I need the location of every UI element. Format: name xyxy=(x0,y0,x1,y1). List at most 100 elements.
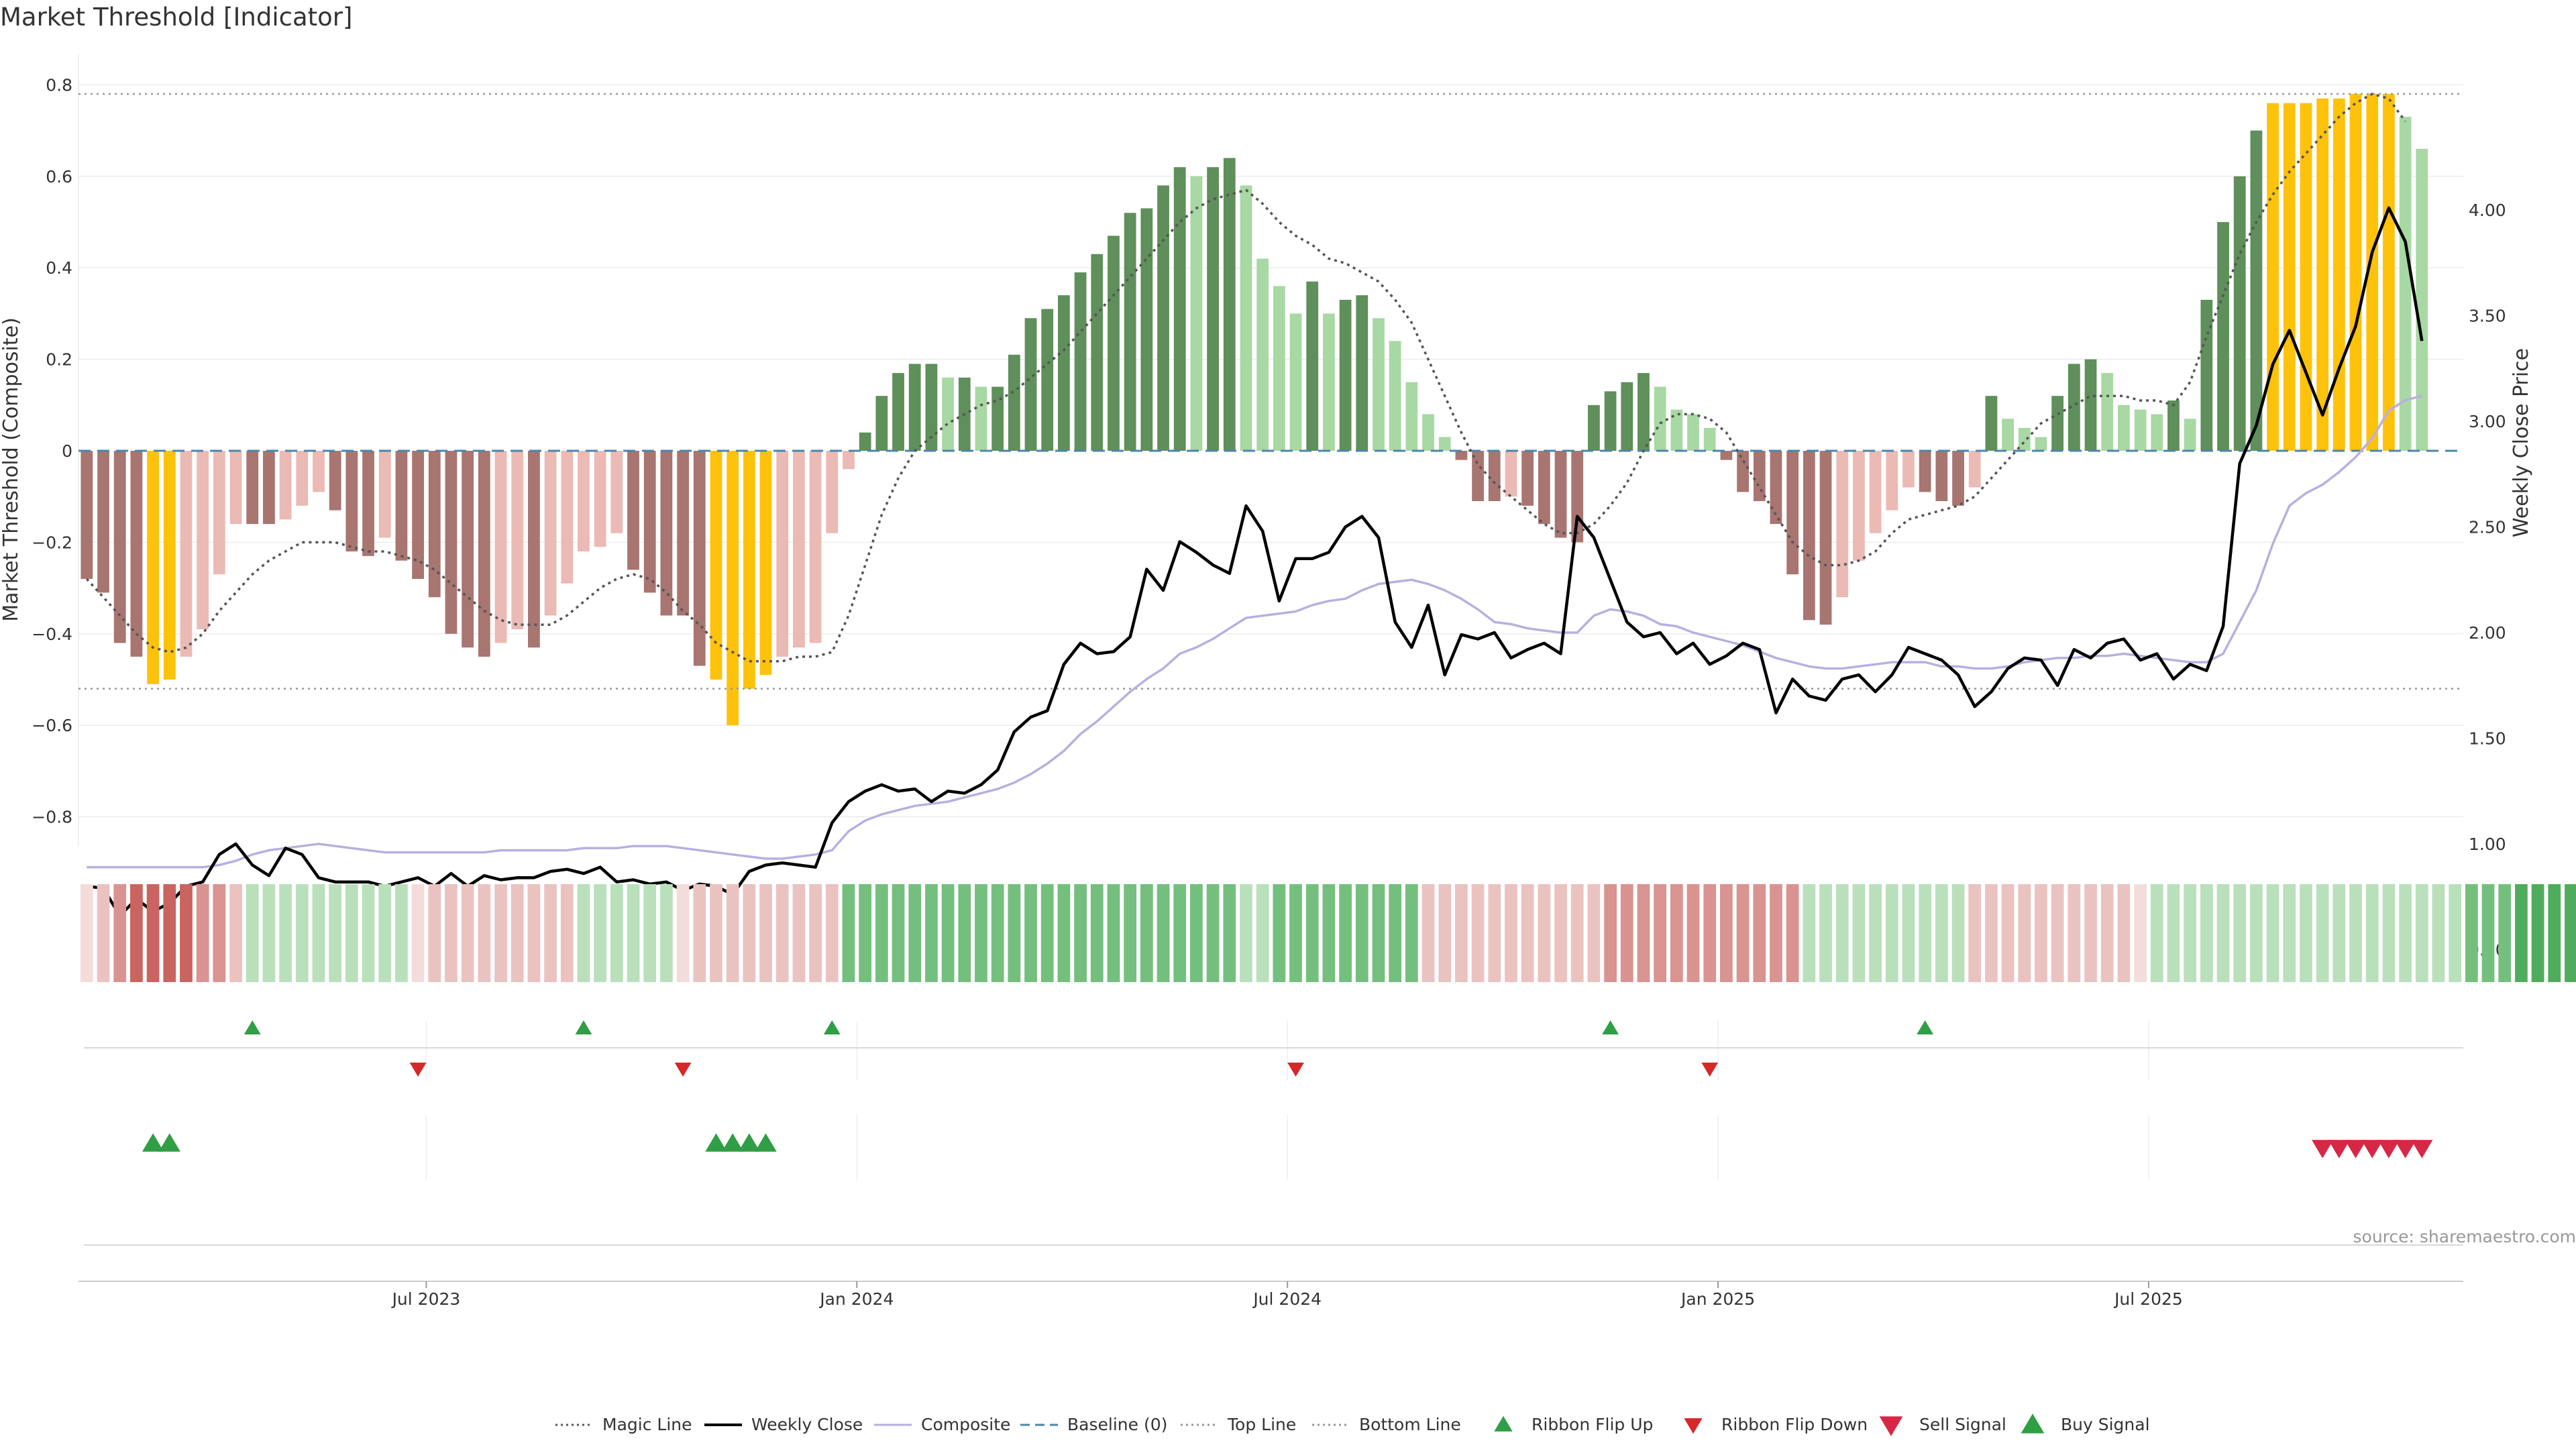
composite-bar xyxy=(908,364,921,451)
sell-signal-marker xyxy=(2411,1140,2433,1159)
ribbon-cell xyxy=(1985,884,1998,982)
ribbon-cell xyxy=(2565,884,2576,982)
ribbon-flip-down-marker xyxy=(1287,1063,1304,1077)
ribbon-cell xyxy=(2349,884,2362,982)
composite-bar xyxy=(2399,117,2412,451)
composite-bar xyxy=(1720,451,1733,460)
composite-bar xyxy=(975,386,987,451)
composite-bar xyxy=(97,451,109,593)
ribbon-cell xyxy=(362,884,375,982)
composite-bar xyxy=(2366,94,2379,451)
ribbon-cell xyxy=(1024,884,1037,982)
composite-bar xyxy=(2101,373,2114,451)
composite-bar xyxy=(1256,258,1269,451)
ribbon-cell xyxy=(1786,884,1799,982)
composite-bar xyxy=(2267,103,2279,451)
ribbon-cell xyxy=(1770,884,1782,982)
ribbon-cell xyxy=(1753,884,1766,982)
composite-bar xyxy=(544,451,557,616)
legend-item: Bottom Line xyxy=(1312,1415,1461,1434)
composite-bar xyxy=(378,451,391,538)
legend-item: Ribbon Flip Down xyxy=(1684,1415,1868,1434)
legend-label: Ribbon Flip Up xyxy=(1532,1415,1653,1434)
ribbon-cell xyxy=(1620,884,1633,982)
composite-bar xyxy=(80,451,93,579)
right-tick-label: 2.00 xyxy=(2469,623,2506,643)
ribbon-cell xyxy=(1057,884,1071,982)
right-tick-label: 3.50 xyxy=(2469,307,2506,326)
composite-bar xyxy=(1703,427,1716,451)
ribbon-cell xyxy=(1124,884,1137,982)
ribbon-flip-up-marker xyxy=(575,1020,592,1034)
composite-line xyxy=(87,394,2422,869)
composite-bar xyxy=(610,451,623,533)
composite-bar xyxy=(494,451,507,643)
ribbon-cell xyxy=(1040,884,1054,982)
composite-bar xyxy=(1770,451,1782,525)
legend-item: Baseline (0) xyxy=(1020,1415,1167,1434)
ribbon-cell xyxy=(2481,884,2495,982)
ribbon-cell xyxy=(1935,884,1948,982)
ribbon-cell xyxy=(1869,884,1882,982)
composite-bar xyxy=(2051,396,2064,451)
ribbon-cell xyxy=(80,884,93,982)
right-axis-label: Weekly Close Price xyxy=(2510,348,2533,537)
composite-bar xyxy=(1488,451,1501,502)
ribbon-cell xyxy=(2200,884,2213,982)
ribbon-cell xyxy=(1322,884,1336,982)
composite-bar xyxy=(2035,437,2047,451)
ribbon-cell xyxy=(660,884,673,982)
composite-bar xyxy=(2300,103,2312,451)
ribbon-cell xyxy=(544,884,557,982)
ribbon-cell xyxy=(2216,884,2230,982)
signal-panels xyxy=(84,1020,2463,1246)
ribbon-cell xyxy=(1438,884,1452,982)
ribbon-cell xyxy=(1736,884,1750,982)
composite-bar xyxy=(809,451,822,643)
left-tick-label: 0.2 xyxy=(46,350,72,370)
composite-bar xyxy=(2134,409,2147,451)
ribbon-cell xyxy=(2233,884,2247,982)
ribbon-cell xyxy=(859,884,872,982)
ribbon-cell xyxy=(1421,884,1435,982)
legend-item: Buy Signal xyxy=(2021,1413,2150,1434)
legend-swatch xyxy=(1684,1418,1703,1434)
ribbon-cell xyxy=(1190,884,1203,982)
ribbon-cell xyxy=(1919,884,1932,982)
ribbon-cell xyxy=(2266,884,2279,982)
composite-bar xyxy=(627,451,639,570)
ribbon-cell xyxy=(560,884,574,982)
composite-bar xyxy=(1538,451,1550,525)
composite-bar xyxy=(113,451,126,643)
magic-line xyxy=(86,93,2407,663)
sell-signal-marker xyxy=(2312,1140,2334,1159)
ribbon-cell xyxy=(1885,884,1898,982)
x-tick-label: Jul 2023 xyxy=(391,1289,461,1309)
composite-bar xyxy=(1173,167,1186,451)
ribbon-cell xyxy=(1074,884,1087,982)
ribbon-cell xyxy=(345,884,358,982)
composite-bar xyxy=(1091,254,1104,451)
composite-bar xyxy=(2068,364,2080,451)
ribbon-cell xyxy=(1587,884,1601,982)
right-tick-label: 4.00 xyxy=(2469,201,2506,220)
right-tick-label: 3.00 xyxy=(2469,412,2506,431)
ribbon-cell xyxy=(1951,884,1965,982)
composite-bar xyxy=(693,451,706,666)
composite-bar xyxy=(1985,396,1998,451)
right-tick-label: 2.50 xyxy=(2469,518,2506,537)
sell-signal-marker xyxy=(2377,1140,2400,1159)
legend: Magic Line Weekly Close Composite Baseline … xyxy=(555,1413,2150,1436)
composite-bar xyxy=(1554,451,1567,538)
ribbon-cell xyxy=(196,884,209,982)
buy-signal-marker xyxy=(755,1133,777,1152)
composite-bar xyxy=(130,451,143,657)
composite-bar xyxy=(1058,295,1070,451)
chart-title: Market Threshold [Indicator] xyxy=(0,3,352,32)
ribbon-cell xyxy=(693,884,706,982)
legend-swatch xyxy=(2021,1413,2045,1434)
ribbon-cell xyxy=(246,884,259,982)
composite-bar xyxy=(2118,405,2130,451)
ribbon-cell xyxy=(1521,884,1534,982)
ribbon-cell xyxy=(2001,884,2015,982)
